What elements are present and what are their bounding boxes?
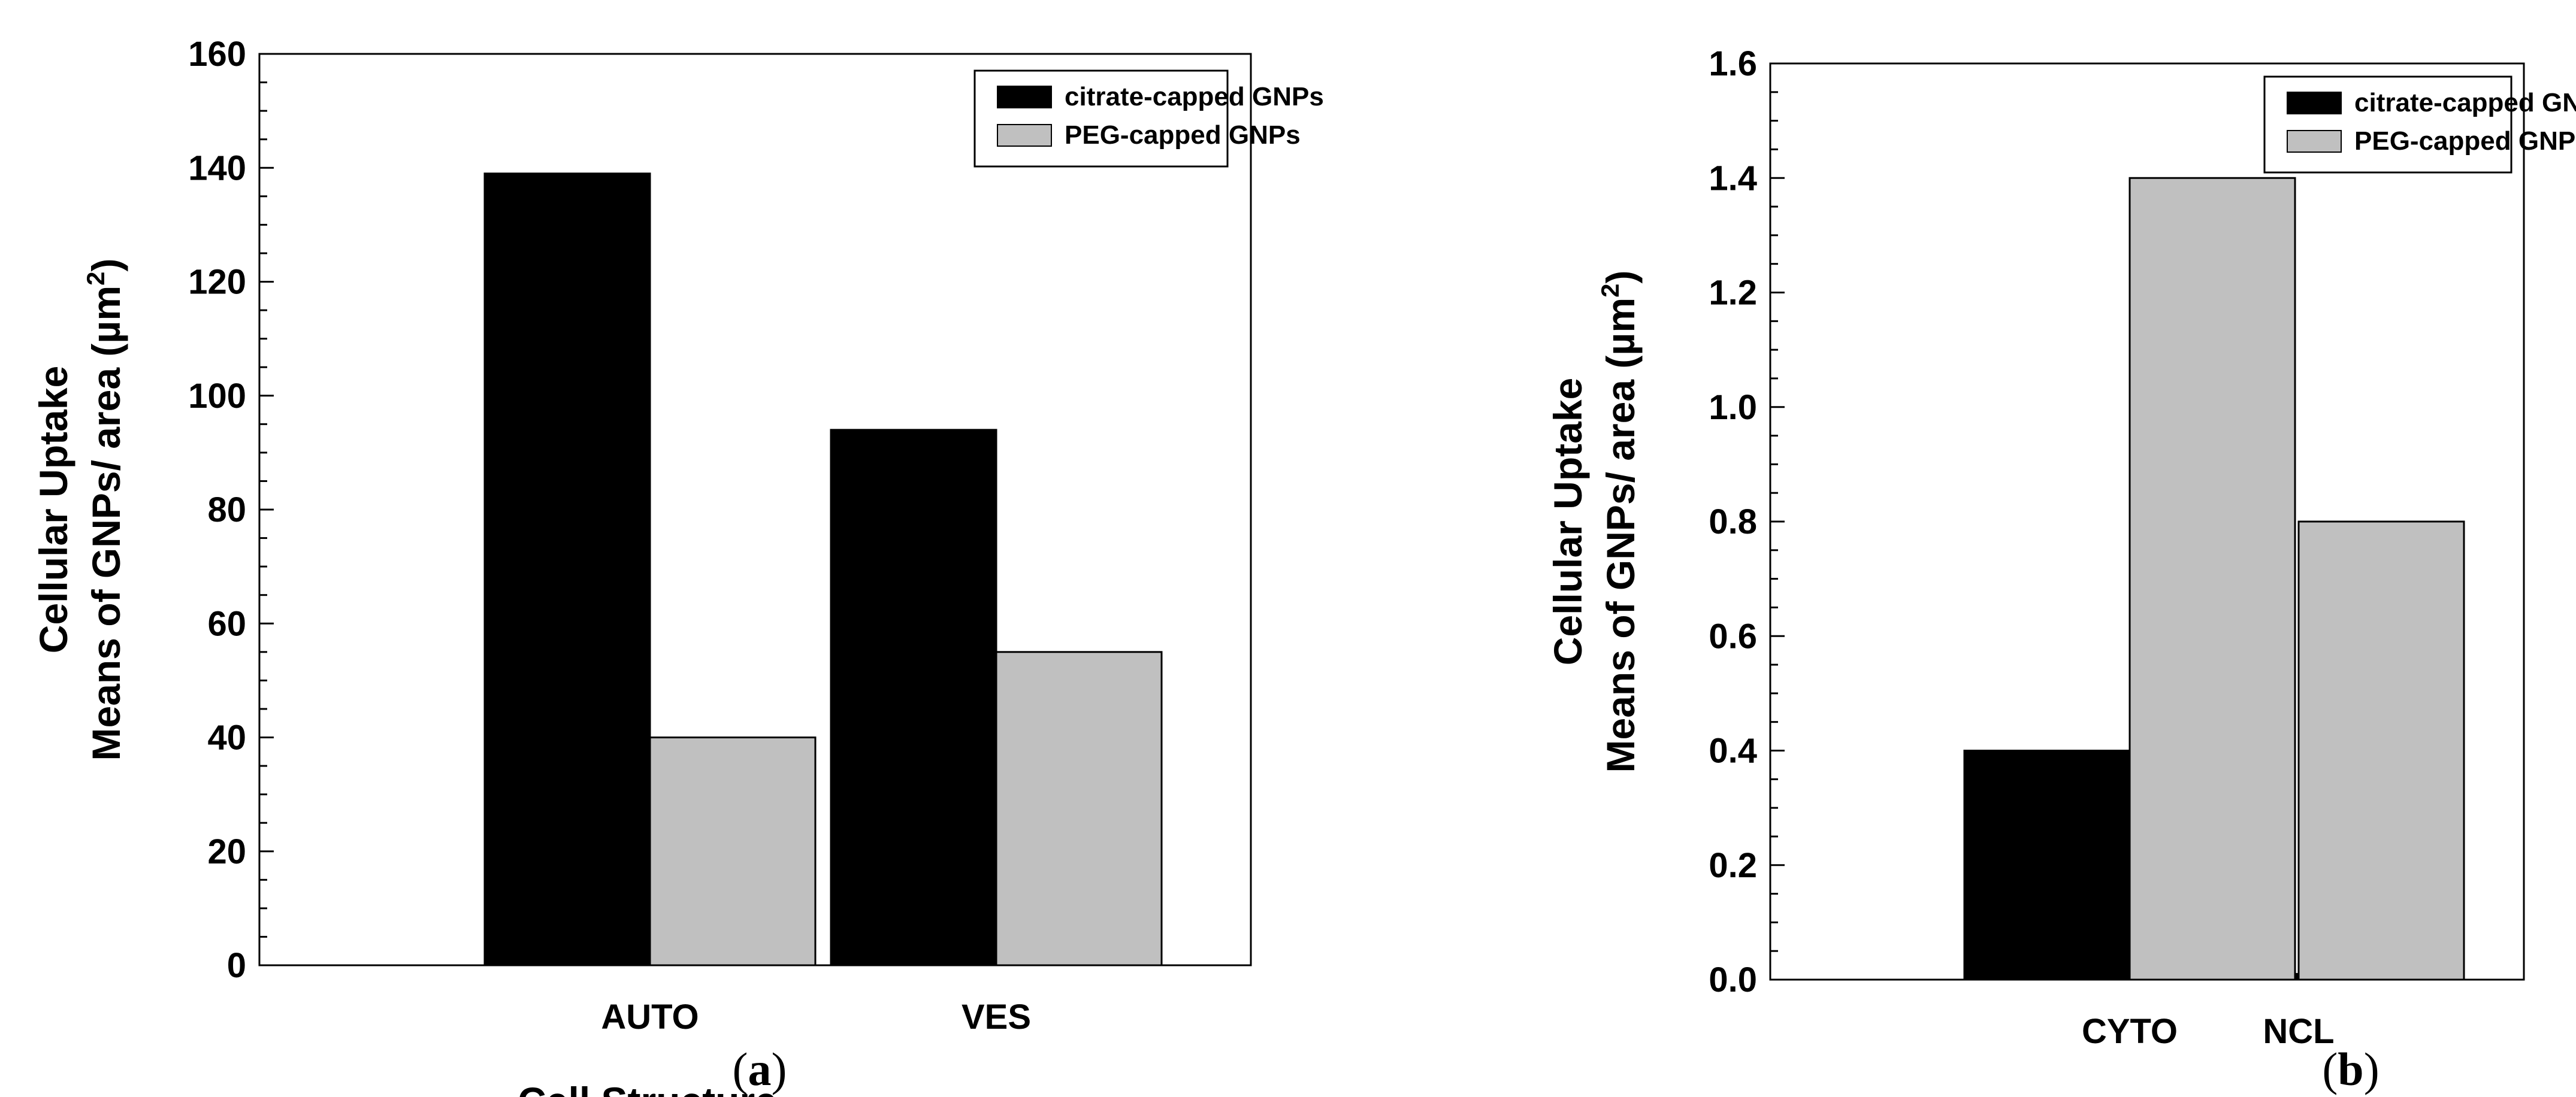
y-axis-title-suffix-b: ) [1598,271,1643,284]
panel-label-b: (b) [2322,1043,2379,1095]
y-axis-title-line1-a: Cellular Uptake [31,366,75,654]
bar-a-ves-series-1 [830,429,997,966]
y-tick-label-b: 1.2 [1709,274,1757,313]
y-axis-title-line1-b: Cellular Uptake [1546,378,1590,666]
legend-swatch-a-2 [997,124,1052,147]
chart-panel-b: 0.0 0.2 0.4 0.6 0.8 1.0 1.2 1.4 1.6 CYTO NCL citrat… [1546,44,2576,1097]
x-tick-label-a-auto: AUTO [601,998,699,1037]
bar-b-cyto-series-1 [1963,750,2131,981]
y-axis-title-superscript-b: 2 [1596,284,1624,298]
y-tick-label-a: 20 [207,832,246,871]
y-tick-label-a: 140 [188,149,246,187]
chart-panel-a: 0 20 40 60 80 100 120 140 160 AUTO VES citrate-capp… [31,35,1324,1097]
bar-a-auto-series-2 [649,737,817,966]
y-tick-label-b: 0.8 [1709,502,1757,541]
y-tick-label-b: 0.2 [1709,846,1757,885]
y-axis-title-prefix-a: Means of GNPs/ area (µm [84,286,128,761]
legend-a: citrate-capped GNPs PEG-capped GNPs [973,69,1324,168]
y-tick-label-b: 0.0 [1709,960,1757,999]
y-axis-title-suffix-a: ) [84,259,128,272]
plot-area-b: 0.0 0.2 0.4 0.6 0.8 1.0 1.2 1.4 1.6 CYTO NCL citrat… [1709,44,2576,1051]
y-tick-label-b: 1.0 [1709,388,1757,427]
y-tick-label-a: 0 [227,946,246,985]
y-tick-label-a: 160 [188,35,246,74]
panel-label-close-paren-b: ) [2364,1043,2380,1095]
x-tick-label-b-ncl: NCL [2263,1012,2334,1051]
x-axis-title-a: Cell Structure [518,1079,777,1097]
y-axis-title-superscript-a: 2 [81,272,110,286]
plot-area-a: 0 20 40 60 80 100 120 140 160 AUTO VES citrate-capp… [188,35,1324,1037]
legend-label-a-1: citrate-capped GNPs [1065,82,1324,111]
y-tick-label-b: 1.6 [1709,44,1757,83]
y-axis-title-prefix-b: Means of GNPs/ area (µm [1598,298,1643,773]
y-axis-title-line2-b: Means of GNPs/ area (µm2) [1596,271,1643,773]
panel-label-a: (a) [733,1043,787,1095]
panel-label-letter-b: b [2338,1043,2363,1095]
legend-b: citrate-capped GNPs PEG-capped GNPs [2263,75,2576,174]
y-tick-label-b: 0.6 [1709,617,1757,656]
y-tick-label-b: 1.4 [1709,159,1757,198]
panel-label-letter-a: a [748,1043,772,1095]
bar-a-auto-series-1 [483,172,651,966]
y-tick-label-a: 120 [188,263,246,302]
y-axis-title-line2-a: Means of GNPs/ area (µm2) [81,259,128,761]
panel-label-open-paren-a: ( [733,1043,748,1095]
x-tick-label-a-ves: VES [962,998,1031,1037]
y-tick-label-a: 100 [188,377,246,416]
legend-swatch-b-2 [2287,130,2342,153]
legend-label-b-1: citrate-capped GNPs [2354,88,2576,117]
legend-label-a-2: PEG-capped GNPs [1065,120,1301,150]
y-tick-label-a: 60 [207,604,246,643]
bar-b-cyto-series-2 [2128,177,2296,981]
legend-swatch-a-1 [997,86,1052,108]
y-tick-label-a: 40 [207,719,246,757]
y-tick-label-b: 0.4 [1709,732,1757,771]
bar-b-ncl-series-2 [2297,520,2465,981]
bar-a-ves-series-2 [995,651,1163,966]
legend-label-b-2: PEG-capped GNPs [2354,126,2576,156]
legend-swatch-b-1 [2287,92,2342,114]
panel-label-open-paren-b: ( [2322,1043,2338,1095]
x-tick-label-b-cyto: CYTO [2082,1012,2178,1051]
panel-label-close-paren-a: ) [772,1043,787,1095]
x-axis-title-b: Cell Structure [1934,1090,2193,1097]
y-tick-label-a: 80 [207,490,246,529]
